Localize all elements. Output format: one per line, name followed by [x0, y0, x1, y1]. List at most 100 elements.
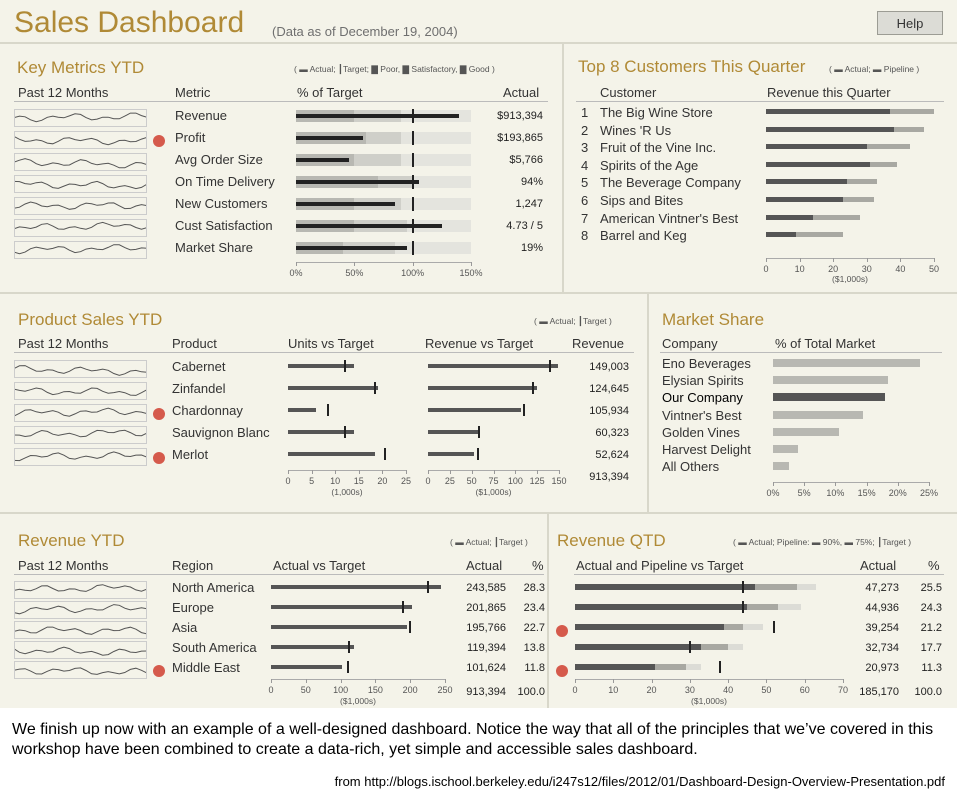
tick-label: 50	[761, 685, 772, 695]
sparkline-frame	[14, 175, 147, 193]
tick-label: 200	[402, 685, 418, 695]
customer-rank: 7	[581, 210, 589, 226]
sparkline	[14, 448, 147, 466]
header-rule	[660, 352, 942, 353]
target-marker	[719, 661, 722, 673]
axis-unit: ($1,000s)	[475, 487, 512, 497]
product-label: Merlot	[172, 447, 209, 462]
market-share-title: Market Share	[662, 310, 765, 329]
actual-bar	[766, 126, 894, 132]
actual-bar	[271, 605, 412, 609]
actual-bar	[766, 179, 847, 185]
target-marker	[411, 241, 414, 255]
sales-dashboard: Sales Dashboard (Data as of December 19,…	[0, 0, 957, 708]
tick-label: 250	[437, 685, 453, 695]
tick-mark	[406, 470, 407, 474]
tick-mark	[766, 258, 767, 262]
units-actual-bar	[288, 386, 378, 390]
tick-mark	[934, 258, 935, 262]
actual-total: 185,170	[859, 686, 899, 698]
tick-label: 30	[684, 685, 695, 695]
x-axis	[288, 470, 406, 471]
sparkline-path	[14, 604, 147, 615]
sparkline-frame	[14, 621, 147, 639]
tick-mark	[843, 679, 844, 683]
col-company: Company	[662, 336, 718, 351]
customer-name: Fruit of the Vine Inc.	[600, 140, 717, 156]
share-bar	[773, 445, 798, 453]
actual-bar	[575, 664, 656, 670]
axis-unit: ($1,000s)	[691, 696, 727, 706]
sparkline	[14, 197, 147, 215]
actual-bar	[766, 109, 891, 114]
revenue-total: 913,394	[589, 471, 629, 483]
tick-label: 40	[723, 685, 734, 695]
target-marker	[347, 641, 350, 653]
revenue-qtd-title: Revenue QTD	[557, 531, 666, 550]
tick-label: 25%	[919, 488, 939, 498]
target-marker	[742, 581, 745, 593]
x-axis	[766, 258, 934, 259]
actual-value: 44,936	[865, 602, 899, 614]
col-past-12-months: Past 12 Months	[18, 85, 109, 100]
actual-value: 32,734	[865, 642, 899, 654]
actual-value: 20,973	[865, 662, 899, 674]
target-marker	[346, 661, 349, 673]
col-region: Region	[172, 558, 214, 573]
sparkline	[14, 175, 147, 193]
company-label: Our Company	[662, 390, 743, 406]
tick-mark	[445, 679, 446, 683]
revenue-target-marker	[476, 448, 479, 460]
tick-mark	[311, 470, 313, 474]
target-marker	[688, 641, 691, 653]
tick-mark	[559, 470, 560, 474]
actual-bar	[766, 214, 814, 220]
divider	[547, 512, 549, 708]
revenue-actual-bar	[428, 430, 481, 434]
source-link[interactable]: from http://blogs.ischool.berkeley.edu/i…	[334, 774, 945, 789]
revenue-value: 60,323	[595, 427, 629, 439]
target-marker	[411, 109, 414, 123]
sparkline-frame	[14, 661, 147, 679]
share-bar	[773, 393, 886, 402]
alert-dot	[153, 452, 165, 464]
product-label: Chardonnay	[172, 403, 243, 418]
actual-bar	[766, 161, 871, 167]
pct-value: 24.3	[920, 602, 942, 614]
revenue-value: 105,934	[589, 405, 629, 417]
tick-mark	[428, 470, 429, 474]
sparkline-frame	[14, 641, 147, 659]
tick-mark	[305, 679, 307, 683]
tick-mark	[766, 679, 768, 683]
tick-label: 150%	[459, 268, 483, 278]
company-label: Vintner's Best	[662, 407, 742, 423]
help-button[interactable]: Help	[877, 11, 943, 35]
actual-bar	[575, 624, 725, 630]
tick-mark	[897, 482, 899, 486]
tick-label: 150	[367, 685, 383, 695]
divider	[0, 292, 957, 294]
sparkline-path	[14, 407, 147, 417]
x-axis	[296, 262, 471, 263]
metric-label: New Customers	[175, 196, 268, 211]
col-past-12-months: Past 12 Months	[18, 558, 109, 573]
tick-label: 125	[529, 476, 545, 486]
actual-value: 4.73 / 5	[506, 220, 543, 232]
customer-rank: 8	[581, 228, 589, 244]
tick-label: 30	[861, 264, 872, 274]
tick-label: 75	[488, 476, 499, 486]
target-marker	[411, 153, 414, 167]
tick-mark	[900, 258, 902, 262]
actual-bar	[766, 144, 867, 150]
tick-mark	[651, 679, 653, 683]
share-bar	[773, 410, 864, 419]
col-pct-market: % of Total Market	[775, 336, 876, 351]
customer-name: Wines 'R Us	[600, 122, 672, 138]
pct-value: 22.7	[523, 622, 545, 634]
tick-mark	[804, 679, 806, 683]
target-marker	[411, 219, 414, 233]
sparkline	[14, 641, 147, 659]
tick-mark	[804, 482, 806, 486]
actual-value: 94%	[520, 176, 543, 188]
divider	[562, 42, 564, 292]
